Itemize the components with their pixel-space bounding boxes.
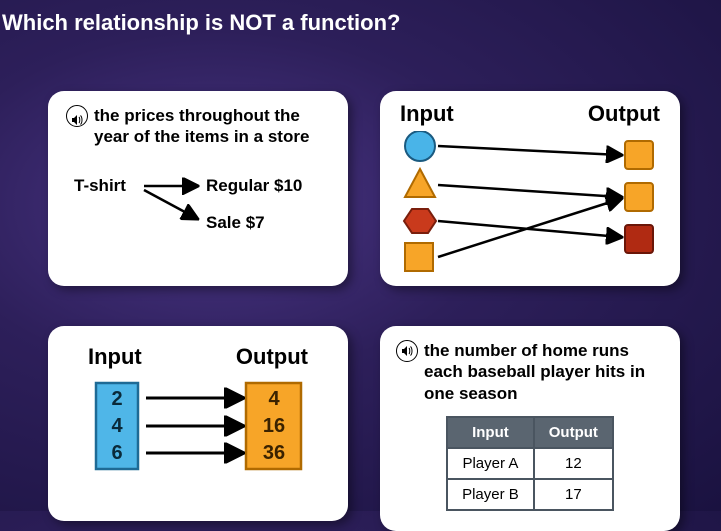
- shape-square-out-2: [625, 225, 653, 253]
- table-row: Player B17: [447, 479, 613, 510]
- card-c-input-header: Input: [88, 344, 142, 370]
- svg-text:16: 16: [263, 415, 285, 437]
- card-c-output-header: Output: [236, 344, 308, 370]
- shape-square-out-0: [625, 141, 653, 169]
- svg-text:2: 2: [111, 388, 122, 410]
- shape-triangle: [405, 169, 435, 197]
- audio-icon[interactable]: [396, 340, 418, 362]
- option-card-c[interactable]: Input Output 2 4 6 4 16 36: [48, 326, 348, 521]
- shape-square-out-1: [625, 183, 653, 211]
- option-card-b[interactable]: Input Output: [380, 91, 680, 286]
- map-left-label: T-shirt: [74, 176, 126, 195]
- card-d-table: InputOutput Player A12 Player B17: [446, 416, 614, 511]
- card-a-diagram: T-shirt Regular $10 Sale $7: [66, 156, 326, 256]
- card-d-description: the number of home runs each baseball pl…: [424, 340, 664, 404]
- option-card-a[interactable]: the prices throughout the year of the it…: [48, 91, 348, 286]
- shape-circle: [405, 131, 435, 161]
- svg-text:36: 36: [263, 442, 285, 464]
- map-right-0: Regular $10: [206, 176, 302, 195]
- shape-hexagon: [404, 209, 436, 233]
- svg-text:4: 4: [111, 415, 123, 437]
- card-b-output-header: Output: [588, 101, 660, 127]
- option-card-d[interactable]: the number of home runs each baseball pl…: [380, 326, 680, 531]
- cards-container: the prices throughout the year of the it…: [0, 36, 721, 496]
- audio-icon[interactable]: [66, 105, 88, 127]
- card-b-diagram: [400, 131, 660, 281]
- question-text: Which relationship is NOT a function?: [0, 0, 721, 36]
- svg-text:6: 6: [111, 442, 122, 464]
- map-right-1: Sale $7: [206, 213, 265, 232]
- card-a-description: the prices throughout the year of the it…: [94, 105, 330, 148]
- table-row: Player A12: [447, 448, 613, 479]
- card-b-input-header: Input: [400, 101, 454, 127]
- svg-text:4: 4: [268, 388, 280, 410]
- card-c-diagram: 2 4 6 4 16 36: [66, 378, 326, 498]
- shape-square-in: [405, 243, 433, 271]
